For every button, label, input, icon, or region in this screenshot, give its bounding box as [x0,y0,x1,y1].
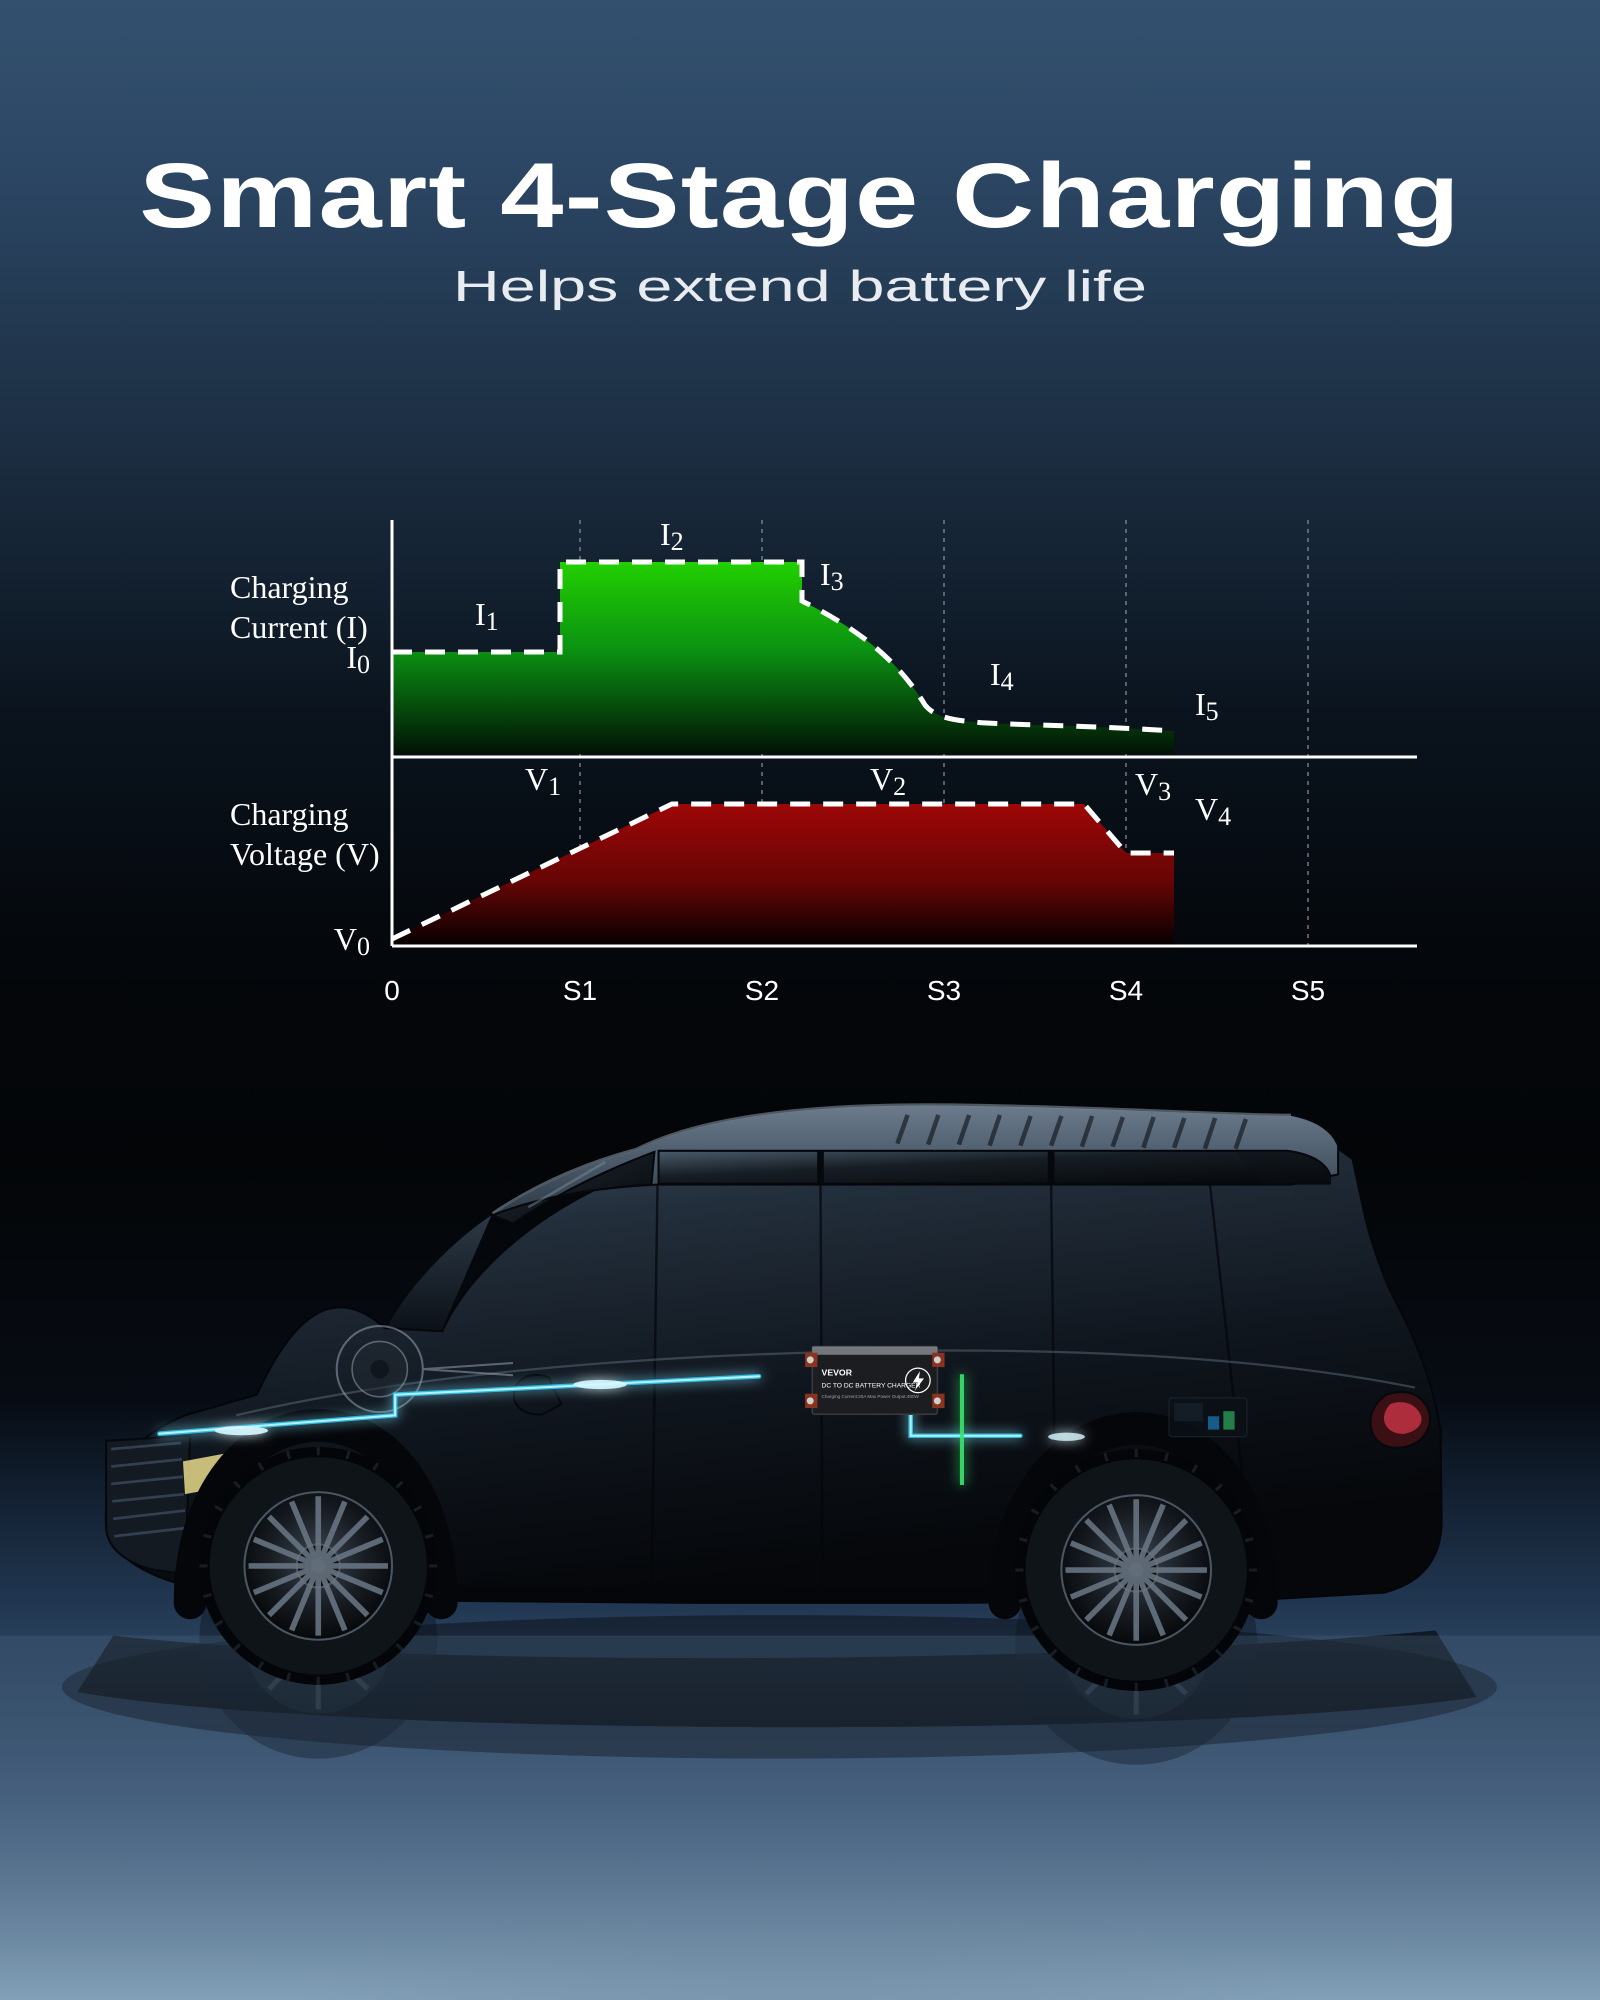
svg-text:I2: I2 [660,516,684,556]
svg-text:V1: V1 [525,761,561,801]
svg-text:S3: S3 [927,975,961,1006]
svg-text:S2: S2 [745,975,779,1006]
svg-text:VEVOR: VEVOR [822,1367,853,1377]
svg-text:Charging Current:30A Max Powe: Charging Current:30A Max Power Output:48… [822,1394,920,1399]
svg-text:V4: V4 [1195,791,1231,831]
svg-text:S5: S5 [1291,975,1325,1006]
svg-text:I3: I3 [820,556,844,596]
svg-text:I4: I4 [990,656,1014,696]
svg-text:I5: I5 [1195,686,1219,726]
svg-text:0: 0 [384,975,400,1006]
svg-text:I0: I0 [346,639,370,679]
svg-text:V0: V0 [334,921,370,961]
svg-text:I1: I1 [475,596,499,636]
svg-text:Charging: Charging [230,569,349,605]
svg-text:S1: S1 [563,975,597,1006]
svg-text:V2: V2 [870,761,906,801]
svg-text:V3: V3 [1135,766,1171,806]
svg-text:Charging: Charging [230,796,349,832]
svg-text:Voltage (V): Voltage (V) [230,836,380,872]
svg-text:S4: S4 [1109,975,1143,1006]
